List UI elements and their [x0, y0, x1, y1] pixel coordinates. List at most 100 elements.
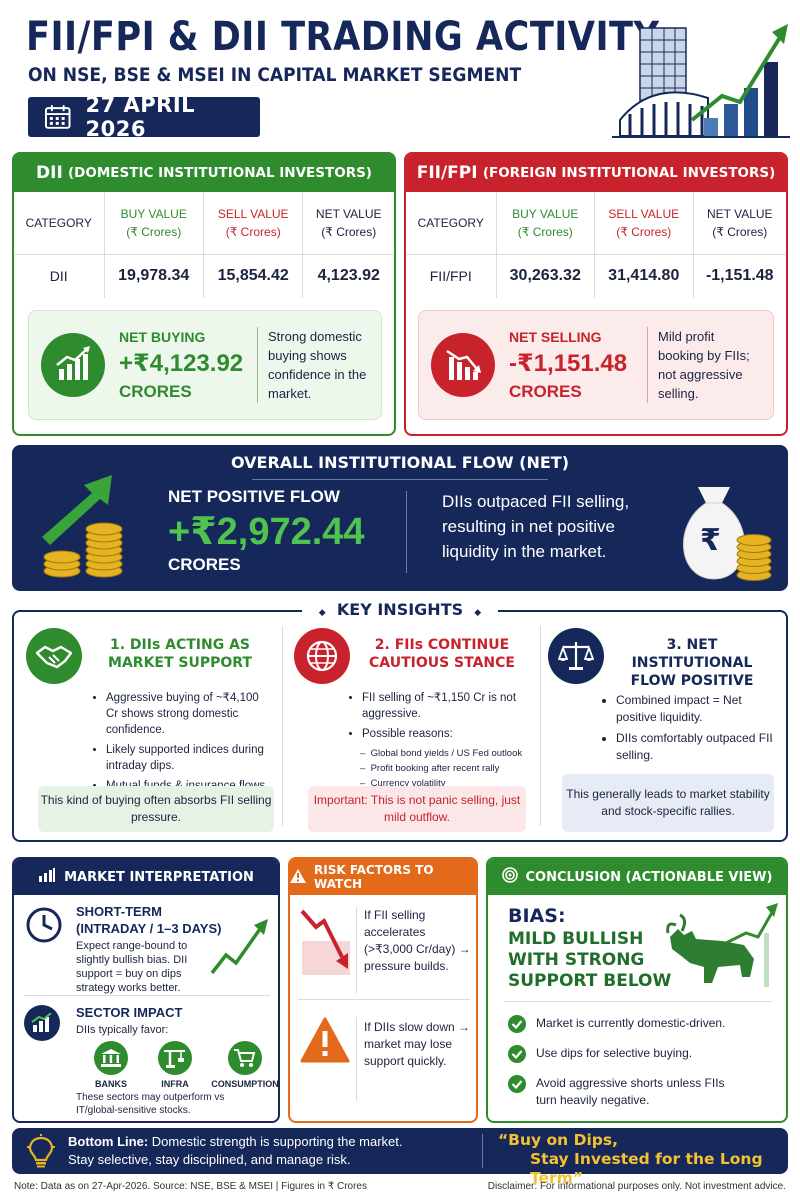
- fii-col-category: CATEGORY: [406, 192, 496, 255]
- dii-summary-unit: CRORES: [119, 381, 192, 401]
- date-text: 27 APRIL 2026: [85, 93, 196, 141]
- fii-table: CATEGORY BUY VALUE (₹ Crores) SELL VALUE(…: [406, 192, 786, 298]
- fii-row-net: -1,151.48: [692, 254, 786, 298]
- footer-disclaimer: Disclaimer: For informational purposes o…: [487, 1181, 786, 1192]
- fii-header-full: (FOREIGN INSTITUTIONAL INVESTORS): [482, 165, 776, 181]
- list-item: – Global bond yields / US Fed outlook: [360, 748, 523, 759]
- short-term-text: Expect range-bound to slightly bullish b…: [76, 940, 188, 994]
- list-item: Use dips for selective buying.: [508, 1045, 778, 1063]
- fii-summary-value: -₹1,151.48: [509, 349, 628, 377]
- market-interpretation-header: MARKET INTERPRETATION: [14, 859, 278, 895]
- page-subtitle: ON NSE, BSE & MSEI IN CAPITAL MARKET SEG…: [28, 64, 522, 86]
- fii-panel: FII/FPI (FOREIGN INSTITUTIONAL INVESTORS…: [404, 152, 788, 436]
- list-item: Likely supported indices during intraday…: [106, 742, 272, 774]
- handshake-icon: [26, 628, 82, 684]
- insight-2-title: 2. FIIs CONTINUE CAUTIOUS STANCE: [369, 637, 515, 671]
- check-circle-icon: [508, 1045, 526, 1063]
- bottom-line-label: Bottom Line:: [68, 1134, 149, 1149]
- conclusion-checklist: Market is currently domestic-driven. Use…: [508, 1015, 778, 1109]
- lightbulb-icon: [27, 1134, 55, 1168]
- insight-1-note: This kind of buying often absorbs FII se…: [38, 786, 274, 832]
- fii-summary-text: Mild profit booking by FIIs; not aggress…: [647, 327, 759, 403]
- fii-row-category: FII/FPI: [429, 268, 472, 285]
- risk-item-1: If FII selling accelerates (>₹3,000 Cr/d…: [364, 908, 471, 973]
- market-interpretation-panel: MARKET INTERPRETATION SHORT-TERM (INTRADA…: [12, 857, 280, 1123]
- sector-impact-title: SECTOR IMPACT: [76, 1005, 183, 1020]
- chart-down-icon: [300, 909, 350, 975]
- overall-label: NET POSITIVE FLOW: [168, 487, 340, 506]
- crane-icon: [158, 1041, 192, 1075]
- overall-flow-banner: OVERALL INSTITUTIONAL FLOW (NET) NET POS…: [12, 445, 788, 591]
- warning-triangle-icon: [300, 1017, 350, 1063]
- bar-chart-up-icon: [41, 333, 105, 397]
- insight-2-bullets: FII selling of ~₹1,150 Cr is not aggress…: [350, 690, 532, 743]
- sector-label-banks: BANKS: [94, 1079, 127, 1089]
- dii-col-net: NET VALUE (₹ Crores): [302, 192, 394, 255]
- insight-3-note: This generally leads to market stability…: [562, 774, 774, 832]
- bottom-line-banner: Bottom Line: Domestic strength is suppor…: [12, 1128, 788, 1187]
- key-insights-section: ◆ KEY INSIGHTS ◆ 1. DIIs ACTING AS MARKET…: [12, 600, 788, 842]
- dii-row-sell: 15,854.42: [202, 254, 303, 298]
- dii-col-sell: SELL VALUE (₹ Crores): [202, 192, 303, 255]
- dii-panel: DII (DOMESTIC INSTITUTIONAL INVESTORS) C…: [12, 152, 396, 436]
- insight-3-title: 3. NET INSTITUTIONAL FLOW POSITIVE: [630, 637, 754, 689]
- sector-note: These sectors may outperform vs IT/globa…: [76, 1092, 225, 1116]
- rupee-symbol: ₹: [700, 524, 721, 557]
- list-item: – Currency volatility: [360, 778, 446, 789]
- stock-exchange-building-illustration: [612, 24, 790, 138]
- overall-heading: OVERALL INSTITUTIONAL FLOW (NET): [230, 453, 570, 472]
- dii-summary-label: NET BUYING: [119, 328, 206, 345]
- fii-col-buy: BUY VALUE (₹ Crores): [495, 192, 595, 255]
- insight-2-note: Important: This is not panic selling, ju…: [308, 786, 526, 832]
- conclusion-panel: CONCLUSION (ACTIONABLE VIEW) BIAS: MILD …: [486, 857, 788, 1123]
- shopping-cart-icon: [228, 1041, 262, 1075]
- trend-up-icon: [210, 919, 268, 975]
- calendar-icon: [44, 105, 71, 129]
- list-item: Combined impact = Net positive liquidity…: [616, 692, 774, 726]
- fii-summary-box: NET SELLING -₹1,151.48 CRORES Mild profi…: [418, 310, 774, 420]
- key-insights-heading: ◆ KEY INSIGHTS ◆: [302, 600, 498, 619]
- fii-panel-header: FII/FPI (FOREIGN INSTITUTIONAL INVESTORS…: [406, 154, 786, 192]
- fii-col-sell: SELL VALUE (₹ Crores): [594, 192, 694, 255]
- insight-2-sub-bullets: – Global bond yields / US Fed outlook – …: [360, 746, 536, 791]
- check-circle-icon: [508, 1075, 526, 1093]
- insight-1-title: 1. DIIs ACTING AS MARKET SUPPORT: [108, 637, 252, 671]
- warning-icon: [290, 868, 306, 886]
- overall-text: DIIs outpaced FII selling, resulting in …: [442, 492, 630, 561]
- conclusion-header: CONCLUSION (ACTIONABLE VIEW): [488, 859, 786, 895]
- overall-value: +₹2,972.44: [168, 511, 365, 553]
- list-item: FII selling of ~₹1,150 Cr is not aggress…: [362, 690, 532, 722]
- dii-summary-text: Strong domestic buying shows confidence …: [257, 327, 367, 403]
- money-bag-icon: ₹: [668, 475, 778, 583]
- dii-col-buy: BUY VALUE (₹ Crores): [103, 192, 204, 255]
- dii-header-abbr: DII: [36, 163, 63, 183]
- risk-factors-header: RISK FACTORS TO WATCH: [290, 859, 476, 895]
- list-item: – Profit booking after recent rally: [360, 763, 500, 774]
- dii-summary-value: +₹4,123.92: [119, 349, 244, 377]
- fii-row-buy: 30,263.32: [495, 254, 595, 298]
- date-badge: 27 APRIL 2026: [28, 93, 260, 141]
- bar-chart-icon: [38, 868, 56, 886]
- overall-unit: CRORES: [168, 555, 241, 574]
- insight-3-bullets: Combined impact = Net positive liquidity…: [604, 692, 774, 768]
- sector-impact-sub: DIIs typically favor:: [76, 1024, 169, 1036]
- sector-label-infra: INFRA: [161, 1079, 189, 1089]
- globe-icon: [294, 628, 350, 684]
- list-item: Market is currently domestic-driven.: [508, 1015, 778, 1033]
- risk-factors-panel: RISK FACTORS TO WATCH If FII selling acc…: [288, 857, 478, 1123]
- dii-row-category: DII: [49, 268, 68, 285]
- dii-row-buy: 19,978.34: [103, 254, 204, 298]
- sector-label-consumption: CONSUMPTION: [211, 1079, 279, 1089]
- short-term-title: SHORT-TERM (INTRADAY / 1–3 DAYS): [76, 904, 222, 936]
- scales-icon: [548, 628, 604, 684]
- bottom-line-text: Bottom Line: Domestic strength is suppor…: [68, 1134, 403, 1167]
- fii-summary-unit: CRORES: [509, 381, 582, 401]
- bias-label: BIAS:: [508, 905, 566, 927]
- target-icon: [501, 867, 518, 887]
- bull-icon: [666, 903, 778, 987]
- page-title: FII/FPI & DII TRADING ACTIVITY: [26, 14, 660, 60]
- bank-icon: [94, 1041, 128, 1075]
